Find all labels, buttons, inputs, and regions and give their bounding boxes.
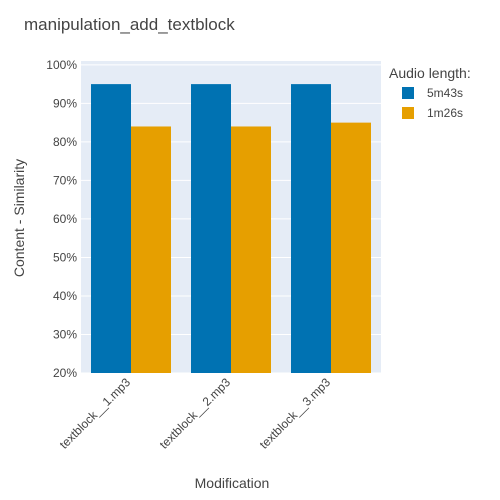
legend-label: 1m26s	[427, 106, 463, 120]
legend-swatch	[402, 107, 414, 119]
legend-label: 5m43s	[427, 86, 463, 100]
y-tick-label: 70%	[53, 173, 77, 187]
x-axis-title: Modification	[195, 475, 270, 491]
y-tick-label: 80%	[53, 135, 77, 149]
legend: Audio length: 5m43s 1m26s	[389, 65, 471, 120]
y-axis-title: Content - Similarity	[11, 159, 27, 277]
y-tick-label: 30%	[53, 327, 77, 341]
chart-title: manipulation_add_textblock	[24, 15, 235, 34]
legend-items: 5m43s 1m26s	[402, 86, 463, 120]
bars	[91, 84, 371, 374]
bar	[131, 126, 171, 374]
y-tick-label: 90%	[53, 96, 77, 110]
y-tick-label: 40%	[53, 289, 77, 303]
legend-swatch	[402, 87, 414, 99]
y-tick-label: 50%	[53, 250, 77, 264]
y-tick-label: 100%	[46, 58, 77, 72]
y-axis-ticks: 20% 30% 40% 50% 60% 70% 80% 90% 100%	[46, 58, 77, 380]
bar	[191, 84, 231, 373]
y-tick-label: 60%	[53, 212, 77, 226]
legend-title: Audio length:	[389, 65, 471, 81]
y-tick-label: 20%	[53, 366, 77, 380]
bar	[91, 84, 131, 373]
bar	[231, 126, 271, 374]
bar	[331, 122, 371, 373]
bar	[291, 84, 331, 373]
